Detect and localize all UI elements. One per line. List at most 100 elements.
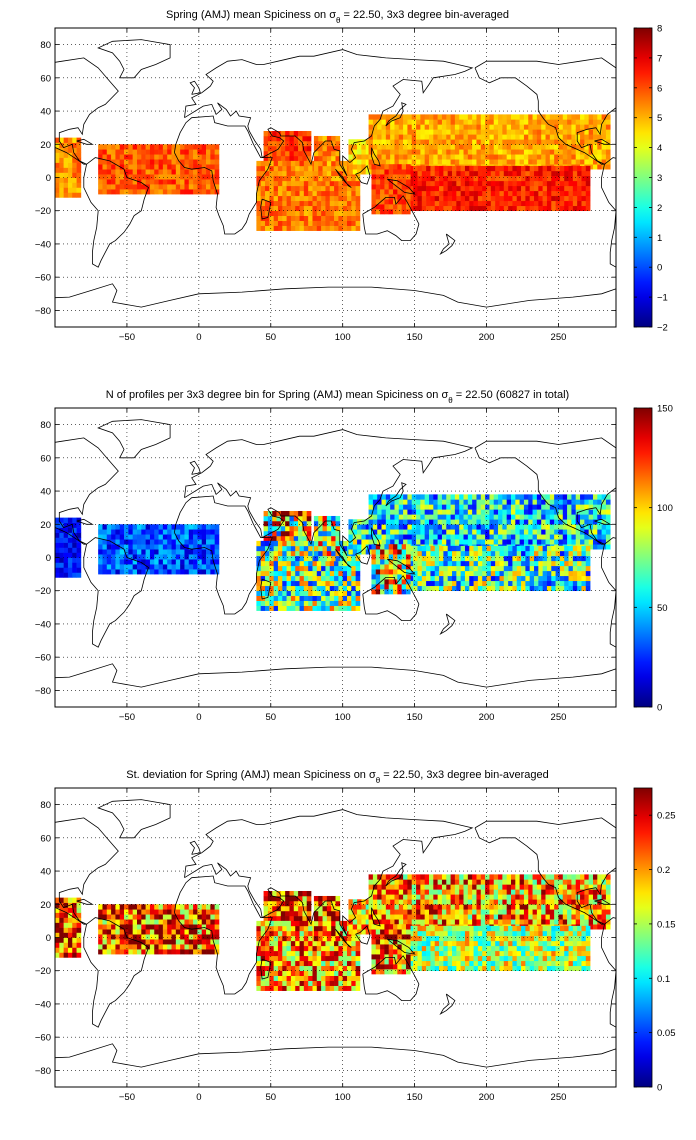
bin-cell [420,509,425,515]
bin-cell [456,195,461,202]
bin-cell [433,524,438,530]
bin-cell [158,549,164,555]
bin-cell [321,590,326,596]
bin-cell [72,147,77,153]
bin-cell [351,200,356,207]
bin-cell [469,165,474,172]
bin-cell [532,519,538,525]
bin-cell [384,204,390,210]
bin-cell [106,919,112,925]
bin-cell [329,585,335,592]
bin-cell [318,540,323,547]
bin-cell [280,520,286,527]
bin-cell [342,600,348,606]
bin-cell [515,124,520,130]
bin-cell [551,180,556,187]
bin-cell [439,585,444,592]
coastline [55,663,616,688]
bin-cell [316,950,322,957]
bin-cell [318,530,323,537]
bin-cell [536,504,542,510]
bin-cell [424,159,430,165]
bin-cell [206,164,211,170]
bin-cell [326,150,332,157]
bin-cell [506,154,512,160]
bin-cell [403,154,408,160]
bin-cell [398,129,404,135]
bin-cell [424,514,430,520]
bin-cell [381,499,387,505]
bin-cell [515,139,520,145]
bin-cell [571,504,577,510]
bin-cell [348,524,354,530]
bin-cell [571,139,577,145]
bin-cell [384,544,390,550]
bin-cell [572,185,578,192]
bin-cell [498,534,503,540]
bin-cell [260,160,266,167]
bin-cell [397,174,402,180]
bin-cell [325,570,331,577]
bin-cell [416,494,421,500]
bin-cell [290,595,296,601]
bin-cell [490,190,496,197]
bin-cell [416,514,421,520]
bin-cell [519,124,525,130]
bin-cell [585,565,591,572]
bin-cell [421,585,427,592]
bin-cell [460,205,466,212]
bin-cell [521,575,526,582]
bin-cell [272,530,277,537]
bin-cell [559,580,565,587]
y-tick-label: 20 [40,520,51,531]
bin-cell [316,940,322,947]
bin-cell [348,529,354,535]
bin-cell [184,534,190,540]
bin-cell [318,165,323,172]
bin-cell [464,200,470,207]
bin-cell [401,584,407,590]
bin-cell [597,499,602,505]
bin-cell [201,524,207,530]
bin-cell [115,914,121,920]
bin-cell [136,544,142,550]
bin-cell [171,569,177,575]
bin-cell [456,190,461,197]
bin-cell [398,524,404,530]
bin-cell [441,144,447,150]
bin-cell [601,534,607,540]
bin-cell [365,169,371,175]
bin-cell [260,560,266,567]
bin-cell [272,520,277,527]
x-tick-label: 100 [335,332,351,343]
bin-cell [154,534,159,540]
bin-cell [555,195,561,202]
bin-cell [180,159,185,165]
bin-cell [312,585,318,592]
bin-cell [282,565,287,572]
bin-cell [325,590,331,596]
bin-cell [588,159,594,165]
bin-cell [592,149,598,155]
bin-cell [256,985,261,991]
y-tick-label: 60 [40,73,51,84]
bin-cell [447,565,453,572]
bin-cell [289,520,295,527]
bin-cell [206,564,211,570]
bin-cell [149,144,155,150]
bin-cell [459,539,464,545]
bin-cell [541,534,546,540]
colorbar-tick-label: −1 [657,293,668,304]
bin-cell [381,534,387,540]
bin-cell [515,534,520,540]
bin-cell [295,975,300,981]
bin-cell [397,204,402,210]
bin-cell [357,159,362,165]
bin-cell [585,585,591,592]
bin-cell [306,150,312,157]
bin-cell [299,210,305,216]
bin-cell [523,529,529,535]
bin-cell [575,494,581,500]
bin-cell [59,557,64,563]
bin-cell [67,937,73,943]
